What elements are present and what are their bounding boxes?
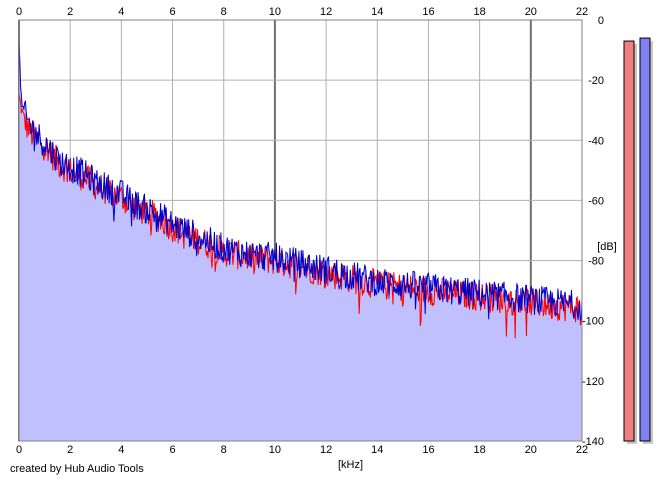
spectrum-area-fill	[19, 43, 582, 442]
y-tick-label: -40	[588, 135, 604, 147]
y-tick-label: -60	[588, 195, 604, 207]
x-tick-label-top: 18	[474, 6, 486, 18]
y-tick-label: -80	[588, 256, 604, 268]
x-tick-label-bottom: 2	[67, 444, 73, 456]
series-lines	[18, 41, 583, 339]
x-tick-label-top: 14	[371, 6, 383, 18]
x-tick-label-bottom: 8	[221, 444, 227, 456]
x-tick-label-top: 8	[221, 6, 227, 18]
x-tick-label-top: 12	[320, 6, 332, 18]
x-tick-label-top: 10	[269, 6, 281, 18]
y-tick-label: 0	[598, 15, 604, 27]
x-tick-label-bottom: 14	[371, 444, 383, 456]
credit-text: created by Hub Audio Tools	[10, 463, 144, 475]
x-tick-label-bottom: 0	[16, 444, 22, 456]
x-tick-labels-top: 0 2 4 6 8 10 12 14 16 18 20 22	[16, 6, 588, 18]
y-tick-labels: 0 -20 -40 -60 -80 -100 -120 -140	[582, 15, 604, 448]
x-tick-label-bottom: 4	[118, 444, 124, 456]
x-tick-label-top: 2	[67, 6, 73, 18]
x-axis-label: [kHz]	[338, 459, 363, 471]
plot-border	[18, 19, 583, 442]
y-axis-label: [dB]	[597, 241, 617, 253]
y-tick-label: -120	[582, 376, 604, 388]
x-tick-label-top: 20	[525, 6, 537, 18]
level-meter-bar	[623, 40, 635, 442]
spectrum-series-2	[18, 41, 583, 321]
y-tick-label: -100	[582, 316, 604, 328]
x-tick-label-top: 22	[576, 6, 588, 18]
level-meters	[623, 37, 653, 445]
x-tick-label-bottom: 18	[474, 444, 486, 456]
level-meter-bar	[639, 37, 651, 442]
x-tick-label-bottom: 16	[422, 444, 434, 456]
x-tick-label-bottom: 20	[525, 444, 537, 456]
y-tick-label: -140	[582, 436, 604, 448]
x-tick-label-top: 16	[422, 6, 434, 18]
x-tick-label-bottom: 6	[169, 444, 175, 456]
x-tick-label-bottom: 22	[576, 444, 588, 456]
x-tick-label-bottom: 10	[269, 444, 281, 456]
x-tick-labels-bottom: 0 2 4 6 8 10 12 14 16 18 20 22	[16, 444, 588, 456]
x-tick-label-top: 6	[169, 6, 175, 18]
x-tick-label-top: 4	[118, 6, 124, 18]
x-tick-label-bottom: 12	[320, 444, 332, 456]
y-tick-label: -20	[588, 75, 604, 87]
x-tick-label-top: 0	[16, 6, 22, 18]
